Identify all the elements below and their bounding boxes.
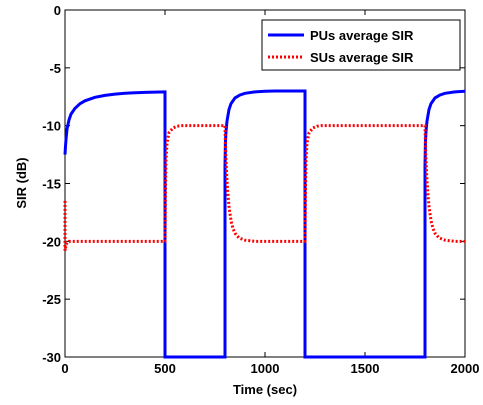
legend: PUs average SIR SUs average SIR bbox=[261, 19, 461, 71]
x-axis-label: Time (sec) bbox=[233, 382, 297, 397]
series-line-pus bbox=[63, 89, 466, 359]
y-tick-label: -10 bbox=[42, 119, 61, 134]
y-tick-label: -15 bbox=[42, 177, 61, 192]
legend-box bbox=[261, 19, 461, 71]
legend-label-pus: PUs average SIR bbox=[310, 28, 414, 43]
x-tick-label: 1500 bbox=[351, 361, 380, 376]
series-line-sus bbox=[63, 124, 465, 251]
legend-label-sus: SUs average SIR bbox=[310, 50, 414, 65]
y-tick-label: -30 bbox=[42, 350, 61, 365]
x-tick-label: 2000 bbox=[451, 361, 480, 376]
y-axis-ticks: 0 -5 -10 -15 -20 -25 -30 bbox=[42, 3, 465, 365]
x-tick-label: 1000 bbox=[251, 361, 280, 376]
x-tick-label: 0 bbox=[61, 361, 68, 376]
y-tick-label: -20 bbox=[42, 234, 61, 249]
y-tick-label: 0 bbox=[54, 3, 61, 18]
y-axis-label: SIR (dB) bbox=[14, 157, 29, 208]
x-tick-label: 500 bbox=[154, 361, 176, 376]
series-layer bbox=[63, 89, 466, 359]
y-tick-label: -25 bbox=[42, 292, 61, 307]
x-axis-ticks: 0 500 1000 1500 2000 bbox=[61, 10, 479, 376]
y-tick-label: -5 bbox=[49, 61, 61, 76]
